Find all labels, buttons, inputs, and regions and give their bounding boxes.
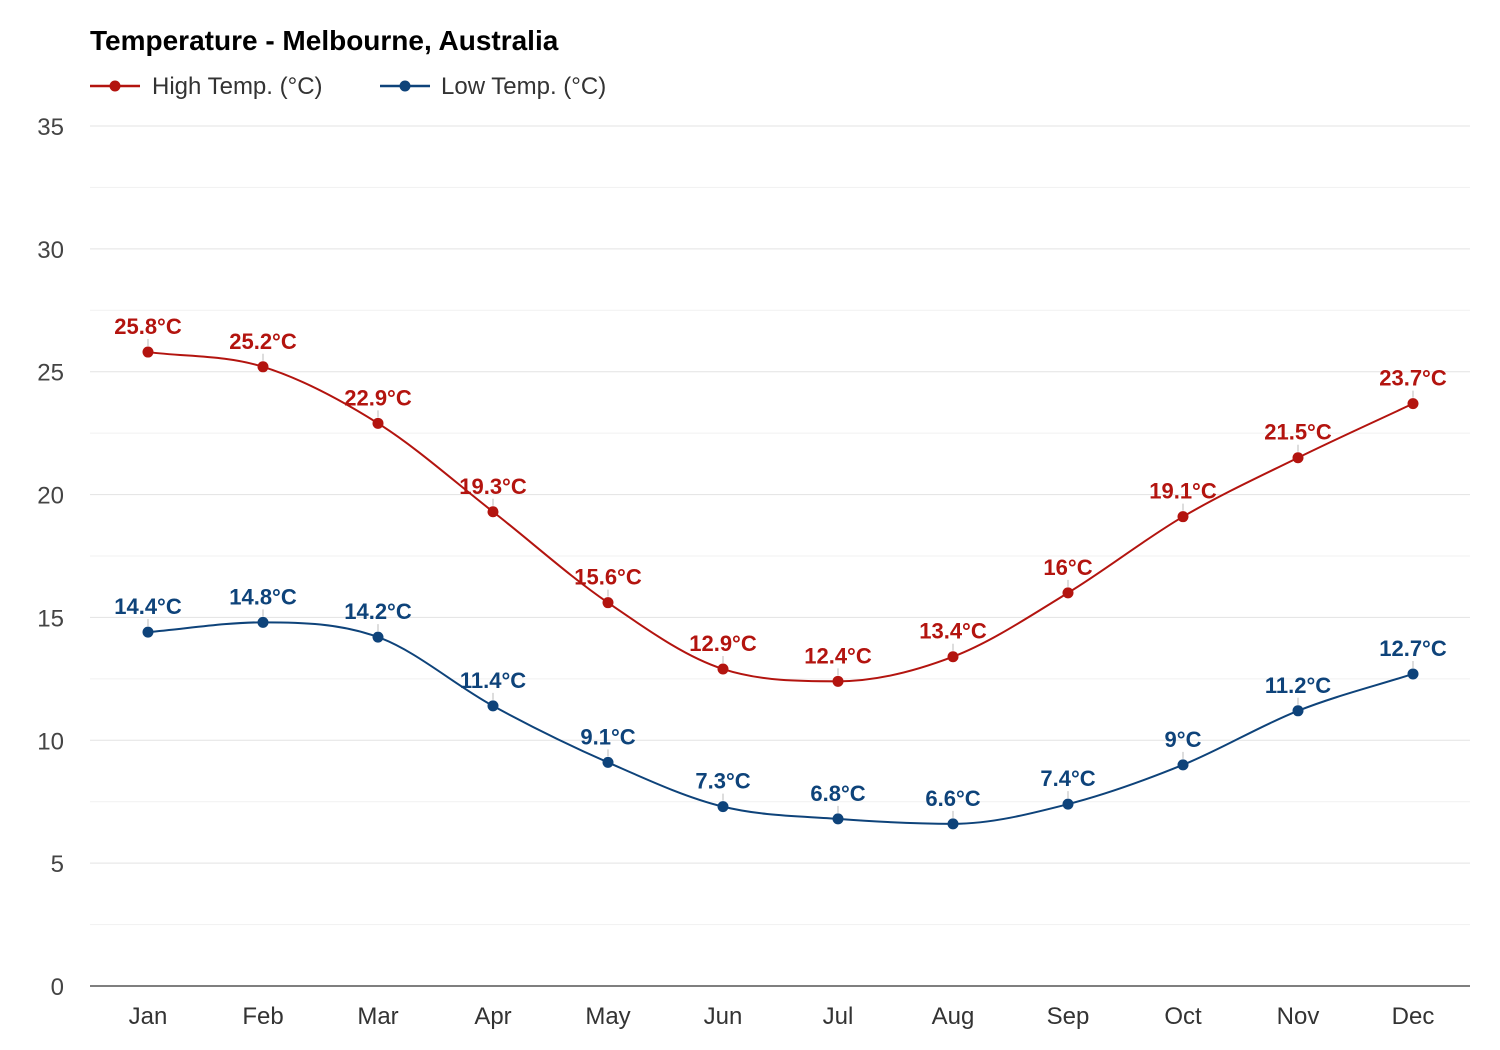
y-tick-label: 20: [37, 483, 64, 510]
data-label-low: 14.2°C: [344, 599, 412, 624]
x-tick-label: May: [585, 1003, 630, 1030]
data-point-low[interactable]: [142, 626, 154, 638]
data-point-low[interactable]: [1407, 668, 1419, 680]
data-label-high: 21.5°C: [1264, 420, 1332, 445]
data-point-low[interactable]: [372, 631, 384, 643]
data-point-low[interactable]: [1292, 705, 1304, 717]
series-line-high: [147, 351, 1414, 683]
data-point-low[interactable]: [602, 756, 614, 768]
legend-label-low: Low Temp. (°C): [441, 73, 606, 100]
data-label-low: 6.8°C: [810, 781, 865, 806]
chart-title: Temperature - Melbourne, Australia: [90, 25, 559, 56]
data-label-low: 9.1°C: [580, 724, 635, 749]
data-label-high: 22.9°C: [344, 385, 412, 410]
data-label-low: 14.4°C: [114, 594, 182, 619]
data-point-high[interactable]: [1177, 511, 1189, 523]
x-tick-label: Feb: [242, 1003, 283, 1030]
data-label-high: 16°C: [1043, 555, 1092, 580]
data-label-low: 6.6°C: [925, 786, 980, 811]
data-point-high[interactable]: [487, 506, 499, 518]
data-point-high[interactable]: [142, 346, 154, 358]
data-label-low: 9°C: [1165, 727, 1202, 752]
data-point-high[interactable]: [1292, 452, 1304, 464]
y-tick-label: 30: [37, 237, 64, 264]
data-point-low[interactable]: [1062, 798, 1074, 810]
y-tick-label: 10: [37, 728, 64, 755]
data-point-low[interactable]: [1177, 759, 1189, 771]
data-labels: 25.8°C 25.2°C 22.9°C 19.3°C 15.6°C 12.9°C 12.4…: [114, 314, 1447, 818]
data-point-high[interactable]: [1407, 398, 1419, 410]
y-tick-label: 15: [37, 605, 64, 632]
x-tick-label: Oct: [1164, 1003, 1202, 1030]
data-label-high: 19.1°C: [1149, 479, 1217, 504]
data-label-high: 23.7°C: [1379, 366, 1447, 391]
data-point-low[interactable]: [257, 616, 269, 628]
x-tick-label: Jun: [704, 1003, 743, 1030]
data-point-high[interactable]: [602, 597, 614, 609]
data-label-high: 12.4°C: [804, 643, 872, 668]
data-label-low: 12.7°C: [1379, 636, 1447, 661]
data-label-high: 13.4°C: [919, 619, 987, 644]
y-tick-label: 25: [37, 360, 64, 387]
data-label-low: 11.4°C: [460, 668, 526, 693]
axes: 0 5 10 15 20 25 30 35 Jan Feb Mar Apr May Jun Jul Aug Se…: [37, 114, 1470, 1030]
legend-item-high[interactable]: High Temp. (°C): [90, 73, 323, 100]
data-label-low: 7.3°C: [695, 769, 750, 794]
data-label-high: 19.3°C: [459, 474, 527, 499]
x-tick-label: Nov: [1277, 1003, 1320, 1030]
y-tick-label: 35: [37, 114, 64, 141]
data-point-high[interactable]: [372, 417, 384, 429]
data-label-low: 11.2°C: [1265, 673, 1331, 698]
data-label-high: 25.8°C: [114, 314, 182, 339]
series-line-low: [147, 621, 1414, 825]
legend-label-high: High Temp. (°C): [152, 73, 323, 100]
legend-swatch-dot-high: [109, 80, 121, 92]
data-point-high[interactable]: [257, 361, 269, 373]
data-point-high[interactable]: [1062, 587, 1074, 599]
data-label-low: 7.4°C: [1040, 766, 1095, 791]
x-tick-label: Mar: [357, 1003, 398, 1030]
legend: High Temp. (°C) Low Temp. (°C): [90, 73, 606, 100]
x-tick-label: Aug: [932, 1003, 975, 1030]
data-point-high[interactable]: [832, 675, 844, 687]
x-tick-label: Dec: [1392, 1003, 1435, 1030]
data-point-low[interactable]: [947, 818, 959, 830]
x-tick-label: Jul: [823, 1003, 854, 1030]
legend-swatch-dot-low: [399, 80, 411, 92]
data-point-high[interactable]: [717, 663, 729, 675]
y-tick-label: 5: [51, 851, 64, 878]
data-point-low[interactable]: [717, 801, 729, 813]
series: [142, 346, 1419, 830]
y-tick-label: 0: [51, 974, 64, 1001]
data-label-high: 25.2°C: [229, 329, 297, 354]
x-tick-label: Jan: [129, 1003, 168, 1030]
data-label-high: 12.9°C: [689, 631, 757, 656]
x-tick-label: Sep: [1047, 1003, 1090, 1030]
data-label-high: 15.6°C: [574, 565, 642, 590]
data-point-low[interactable]: [487, 700, 499, 712]
legend-item-low[interactable]: Low Temp. (°C): [380, 73, 606, 100]
x-tick-label: Apr: [474, 1003, 511, 1030]
gridlines: [90, 125, 1470, 926]
data-label-low: 14.8°C: [229, 584, 297, 609]
data-point-high[interactable]: [947, 651, 959, 663]
data-point-low[interactable]: [832, 813, 844, 825]
